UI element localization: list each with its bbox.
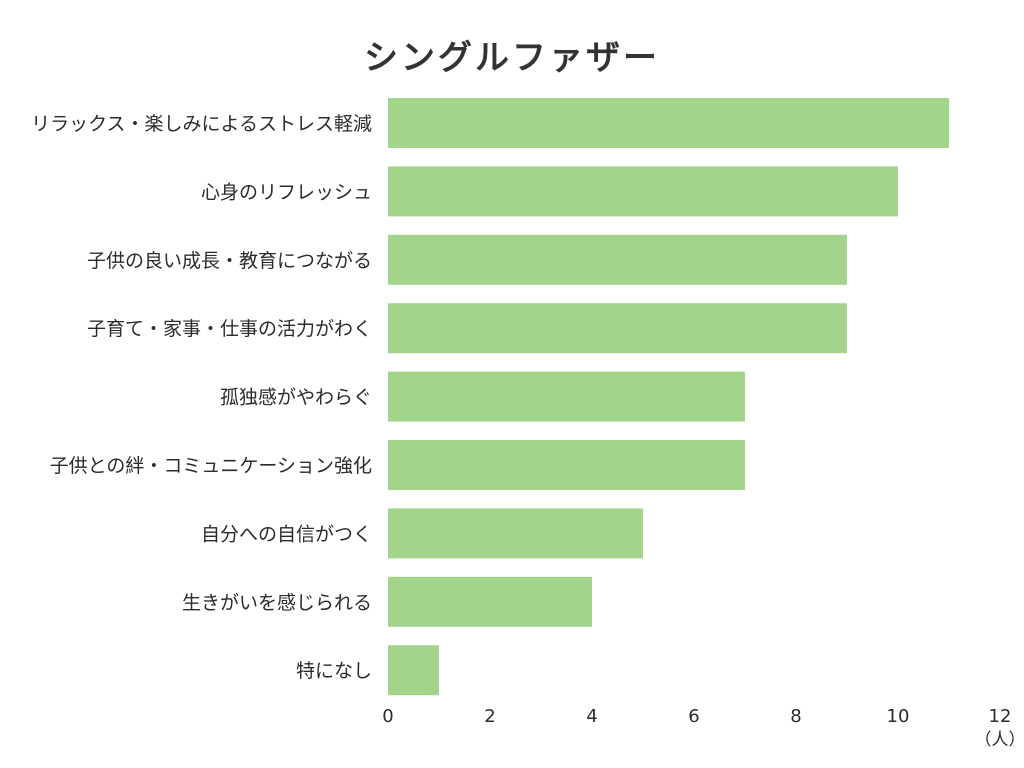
x-axis-ticks: 0 2 4 6 8 10 12 (382, 706, 1011, 727)
chart-title: シングルファザー (364, 38, 660, 78)
category-label: 子供の良い成長・教育につながる (87, 250, 372, 272)
bar (388, 234, 847, 285)
x-tick-label: 8 (790, 706, 801, 727)
bar (388, 303, 847, 354)
x-axis-unit: （人） (975, 730, 1024, 750)
bar (388, 166, 898, 217)
x-tick-label: 4 (586, 706, 597, 727)
category-labels: リラックス・楽しみによるストレス軽減心身のリフレッシュ子供の良い成長・教育につな… (31, 113, 372, 682)
bar (388, 440, 745, 490)
bar (388, 645, 439, 696)
category-label: 孤独感がやわらぐ (220, 387, 372, 409)
x-tick-label: 0 (382, 706, 393, 727)
bar (388, 98, 949, 148)
bar (388, 508, 643, 559)
bar (388, 371, 745, 422)
category-label: リラックス・楽しみによるストレス軽減 (31, 113, 372, 135)
category-label: 子供との絆・コミュニケーション強化 (50, 455, 372, 477)
bars-layer (388, 98, 949, 696)
x-tick-label: 12 (989, 706, 1012, 727)
category-label: 子育て・家事・仕事の活力がわく (87, 318, 372, 340)
category-label: 特になし (296, 660, 372, 682)
x-tick-label: 6 (688, 706, 699, 727)
x-tick-label: 10 (887, 706, 910, 727)
x-tick-label: 2 (484, 706, 495, 727)
category-label: 心身のリフレッシュ (201, 181, 372, 203)
bar (388, 576, 592, 627)
category-label: 生きがいを感じられる (182, 592, 372, 614)
category-label: 自分への自信がつく (201, 523, 372, 545)
